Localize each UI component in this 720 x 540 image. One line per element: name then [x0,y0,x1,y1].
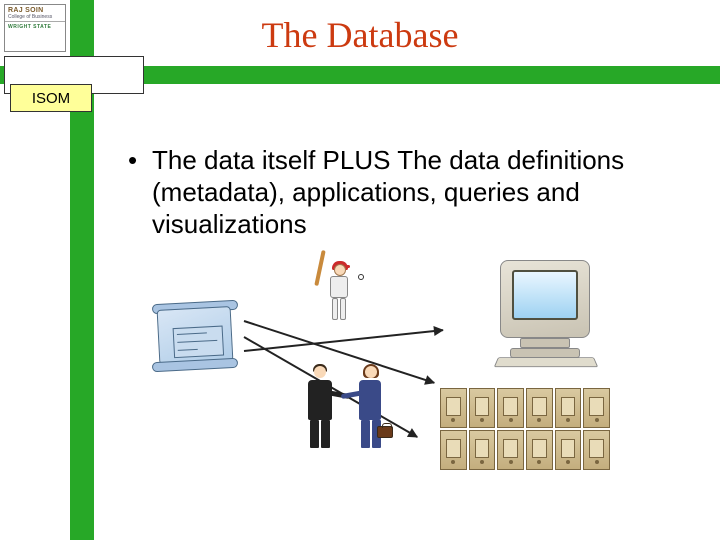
file-cabinets-icon [440,388,610,470]
bullet-block: • The data itself PLUS The data definiti… [128,144,680,240]
isom-label-box: ISOM [10,84,92,112]
illustration-area [150,260,620,480]
logo-line1: RAJ SOIN [5,5,65,14]
handshake-icon [298,355,393,450]
slide-title: The Database [0,14,720,56]
bullet-text: The data itself PLUS The data definition… [152,144,680,240]
batter-icon [310,252,370,332]
bullet-dot: • [128,144,152,240]
isom-label: ISOM [32,90,70,107]
arrow-icon [244,329,443,352]
blueprint-icon [150,300,240,375]
computer-icon [490,256,600,366]
